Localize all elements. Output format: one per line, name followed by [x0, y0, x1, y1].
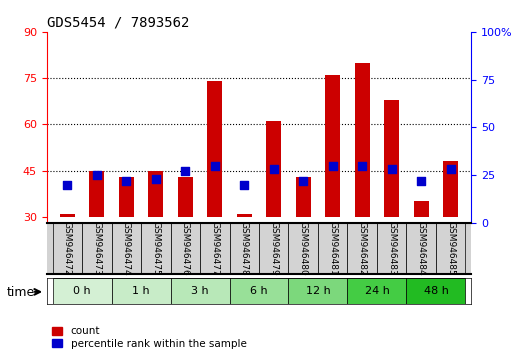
Legend: count, percentile rank within the sample: count, percentile rank within the sample	[52, 326, 247, 349]
Bar	[207, 81, 222, 217]
Text: 1 h: 1 h	[132, 286, 150, 296]
Bar	[52, 278, 111, 304]
Text: GSM946483: GSM946483	[387, 221, 396, 276]
Text: GSM946479: GSM946479	[269, 221, 278, 276]
Bar	[229, 278, 289, 304]
Bar	[407, 223, 436, 274]
Bar	[443, 161, 458, 217]
Text: time: time	[6, 286, 35, 298]
Bar	[414, 201, 428, 217]
Bar	[111, 223, 141, 274]
Point	[240, 182, 249, 188]
Text: GSM946480: GSM946480	[299, 221, 308, 276]
Point	[93, 172, 101, 178]
Point	[328, 163, 337, 169]
Text: 0 h: 0 h	[73, 286, 91, 296]
Text: GSM946474: GSM946474	[122, 221, 131, 276]
Bar	[178, 177, 193, 217]
Text: 6 h: 6 h	[250, 286, 268, 296]
Bar	[289, 278, 348, 304]
Point	[299, 178, 307, 184]
Point	[152, 176, 160, 182]
Point	[387, 167, 396, 172]
Text: GSM946475: GSM946475	[151, 221, 160, 276]
Bar	[318, 223, 348, 274]
Bar	[348, 223, 377, 274]
Text: GDS5454 / 7893562: GDS5454 / 7893562	[47, 16, 189, 30]
Bar	[348, 278, 407, 304]
Bar	[52, 223, 82, 274]
Bar	[111, 278, 170, 304]
Bar	[377, 223, 407, 274]
Text: GSM946472: GSM946472	[63, 221, 72, 276]
Text: GSM946485: GSM946485	[446, 221, 455, 276]
Text: 3 h: 3 h	[191, 286, 209, 296]
Text: GSM946476: GSM946476	[181, 221, 190, 276]
Bar	[384, 100, 399, 217]
Point	[358, 163, 366, 169]
Text: 24 h: 24 h	[365, 286, 390, 296]
Text: GSM946482: GSM946482	[358, 221, 367, 276]
Text: 48 h: 48 h	[424, 286, 449, 296]
Text: GSM946478: GSM946478	[240, 221, 249, 276]
Text: GSM946473: GSM946473	[92, 221, 101, 276]
Bar	[289, 223, 318, 274]
Bar	[170, 278, 229, 304]
Point	[447, 167, 455, 172]
Bar	[82, 223, 111, 274]
Bar	[436, 223, 466, 274]
Bar	[60, 214, 75, 217]
Bar	[90, 171, 104, 217]
Point	[181, 169, 190, 174]
Text: GSM946484: GSM946484	[417, 221, 426, 276]
Bar	[259, 223, 289, 274]
Bar	[200, 223, 229, 274]
Point	[417, 178, 425, 184]
Bar	[229, 223, 259, 274]
Text: GSM946481: GSM946481	[328, 221, 337, 276]
Bar	[141, 223, 170, 274]
Bar	[355, 63, 370, 217]
Bar	[266, 121, 281, 217]
Bar	[148, 171, 163, 217]
Bar	[170, 223, 200, 274]
Point	[63, 182, 71, 188]
Bar	[407, 278, 466, 304]
Text: GSM946477: GSM946477	[210, 221, 219, 276]
Point	[211, 163, 219, 169]
Bar	[119, 177, 134, 217]
Text: 12 h: 12 h	[306, 286, 330, 296]
Bar	[237, 214, 252, 217]
Bar	[325, 75, 340, 217]
Point	[269, 167, 278, 172]
Point	[122, 178, 131, 184]
Bar	[296, 177, 311, 217]
